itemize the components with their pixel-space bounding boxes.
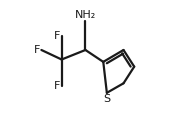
Text: F: F xyxy=(54,81,61,91)
Text: F: F xyxy=(54,31,61,41)
Text: S: S xyxy=(103,94,110,104)
Text: NH₂: NH₂ xyxy=(75,10,96,20)
Text: F: F xyxy=(34,45,40,55)
